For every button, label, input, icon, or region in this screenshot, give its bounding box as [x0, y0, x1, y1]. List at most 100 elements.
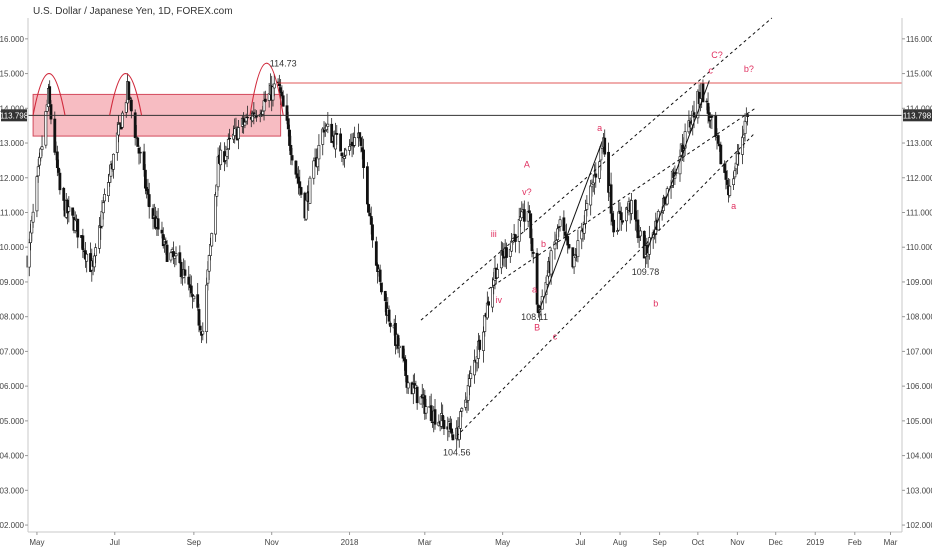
candle-up	[733, 170, 737, 178]
annotation-label: a	[597, 123, 602, 133]
candle-down	[603, 137, 607, 155]
x-tick-label: 2018	[341, 538, 359, 547]
annotation-label: v?	[522, 187, 532, 197]
candle-down	[189, 285, 193, 294]
candle-up	[576, 240, 580, 258]
candle-down	[633, 199, 637, 220]
y-tick-label-left: 114.000	[0, 104, 25, 113]
candle-down	[448, 422, 452, 430]
x-tick-label: May	[495, 538, 510, 547]
y-tick-label-right: 107.000	[906, 347, 932, 356]
y-tick-label-right: 113.000	[906, 139, 932, 148]
top-arc	[32, 73, 66, 116]
candle-down	[737, 152, 741, 155]
y-tick-label-left: 104.000	[0, 452, 25, 461]
candle-down	[557, 226, 561, 228]
candle-up	[94, 247, 98, 257]
chart-title: U.S. Dollar / Japanese Yen, 1D, FOREX.co…	[33, 6, 233, 17]
candle-down	[433, 409, 437, 425]
candle-up	[517, 219, 521, 242]
candle-up	[192, 295, 196, 300]
candle-down	[706, 103, 710, 114]
candle-down	[567, 244, 571, 249]
candle-down	[254, 115, 258, 118]
candle-down	[637, 236, 641, 238]
candle-up	[556, 228, 559, 241]
y-tick-label-left: 109.000	[0, 278, 25, 287]
y-tick-label-right: 105.000	[906, 417, 932, 426]
candle-down	[401, 345, 405, 359]
candle-up	[261, 110, 265, 115]
candle-up	[353, 137, 357, 146]
candle-down	[612, 219, 616, 233]
candle-up	[226, 139, 230, 150]
candle-up	[709, 117, 713, 121]
candle-up	[272, 83, 276, 89]
annotation-label: 114.73	[270, 59, 297, 69]
candle-up	[271, 86, 275, 101]
candle-down	[371, 224, 374, 241]
candle-down	[636, 219, 640, 239]
candle-up	[678, 156, 682, 175]
candle-up	[243, 121, 247, 126]
candle-up	[482, 331, 485, 351]
candle-down	[380, 282, 383, 293]
candle-up	[98, 225, 101, 249]
annotation-label: 109.78	[632, 267, 660, 277]
candle-up	[334, 133, 337, 150]
candle-up	[554, 240, 558, 244]
y-tick-label-left: 106.000	[0, 382, 25, 391]
x-tick-label: Mar	[884, 538, 898, 547]
y-tick-label-left: 116.000	[0, 35, 25, 44]
candle-down	[714, 115, 718, 138]
candle-up	[460, 408, 464, 412]
candle-down	[99, 226, 103, 229]
candle-down	[478, 339, 482, 350]
annotation-label: c	[708, 66, 713, 76]
candle-down	[129, 99, 133, 112]
candle-down	[340, 152, 344, 157]
candle-up	[465, 401, 469, 403]
candle-up	[589, 185, 593, 206]
candle-up	[598, 161, 602, 179]
candle-down	[368, 212, 372, 217]
candle-up	[124, 102, 128, 113]
candle-down	[143, 169, 147, 189]
candle-down	[367, 204, 371, 213]
candle-down	[196, 294, 200, 308]
candle-down	[725, 179, 729, 185]
trend-line	[537, 141, 603, 314]
candle-up	[262, 100, 266, 112]
candle-up	[115, 132, 119, 153]
y-tick-label-right: 106.000	[906, 382, 932, 391]
candle-up	[100, 210, 104, 227]
candle-up	[459, 411, 462, 429]
candle-up	[732, 178, 735, 186]
x-tick-label: Sep	[187, 538, 202, 547]
candle-up	[214, 194, 217, 235]
annotation-label: b	[653, 298, 658, 308]
candle-down	[594, 173, 598, 178]
candle-up	[73, 219, 77, 231]
candle-up	[639, 230, 642, 237]
candle-down	[298, 181, 302, 189]
y-tick-label-left: 110.000	[0, 243, 25, 252]
candle-down	[566, 236, 570, 246]
candle-down	[619, 212, 623, 221]
candle-up	[741, 136, 744, 155]
candle-down	[429, 405, 433, 421]
candle-up	[205, 284, 209, 332]
candle-down	[290, 155, 294, 161]
candle-down	[358, 132, 362, 139]
last-price-tag-right	[903, 109, 932, 122]
candle-up	[233, 128, 237, 136]
candle-up	[117, 124, 120, 136]
candle-down	[531, 251, 535, 254]
candle-down	[335, 133, 339, 135]
x-tick-label: Jul	[575, 538, 585, 547]
candle-down	[294, 160, 298, 175]
candle-up	[491, 287, 494, 308]
candle-down	[81, 235, 85, 251]
y-tick-label-right: 111.000	[906, 208, 932, 217]
candle-down	[710, 116, 714, 118]
